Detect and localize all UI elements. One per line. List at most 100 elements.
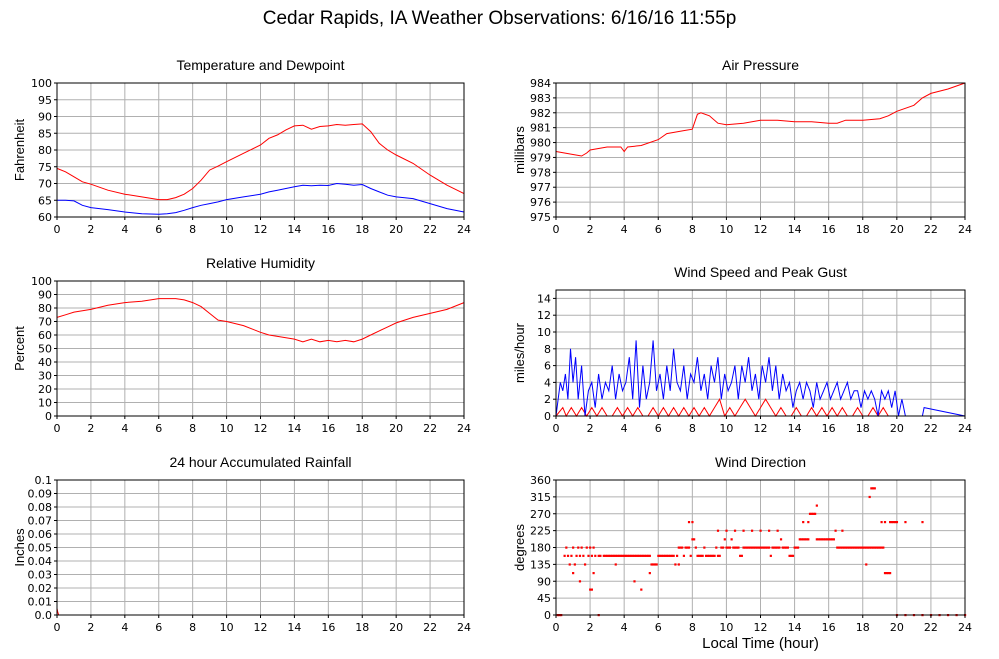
series-0-point — [871, 487, 875, 490]
y-tick-label: 270 — [530, 508, 551, 521]
y-tick-label: 90 — [38, 289, 52, 302]
y-tick-label: 0.04 — [28, 555, 53, 568]
x-tick-label: 8 — [189, 422, 196, 435]
series-0-point — [570, 554, 573, 557]
y-tick-label: 983 — [530, 92, 551, 105]
series-0-point — [822, 538, 825, 541]
y-tick-label: 8 — [544, 343, 551, 356]
y-tick-label: 6 — [544, 360, 551, 373]
x-tick-label: 18 — [355, 223, 369, 236]
series-0-line — [56, 298, 465, 343]
y-tick-label: 225 — [530, 525, 551, 538]
series-0-point — [638, 554, 641, 557]
y-tick-label: 20 — [38, 383, 52, 396]
series-0-point — [750, 529, 754, 532]
x-tick-label: 4 — [121, 422, 128, 435]
series-0-point — [640, 588, 643, 591]
series-0-point — [604, 554, 607, 557]
panel-4-title: 24 hour Accumulated Rainfall — [169, 454, 351, 470]
y-tick-label: 0.1 — [35, 474, 53, 487]
series-0-point — [894, 521, 897, 524]
series-0-point — [592, 572, 595, 575]
y-tick-label: 85 — [38, 127, 52, 140]
series-0-point — [575, 554, 578, 557]
series-0-point — [887, 572, 890, 575]
x-tick-label: 20 — [389, 422, 403, 435]
series-0-point — [647, 554, 650, 557]
series-0-point — [672, 554, 675, 557]
series-0-point — [832, 538, 835, 541]
series-0-point — [653, 563, 657, 566]
y-tick-label: 975 — [530, 211, 551, 224]
x-tick-label: 6 — [155, 223, 162, 236]
series-0-point — [839, 546, 842, 549]
x-tick-label: 10 — [220, 223, 234, 236]
y-tick-label: 135 — [530, 558, 551, 571]
x-tick-label: 18 — [856, 422, 870, 435]
y-tick-label: 0 — [544, 410, 551, 423]
x-tick-label: 2 — [587, 422, 594, 435]
x-tick-label: 12 — [754, 621, 768, 634]
series-0-point — [621, 554, 624, 557]
y-tick-label: 0.07 — [28, 515, 53, 528]
series-0-point — [739, 554, 742, 557]
y-axis-label: miles/hour — [512, 322, 527, 383]
series-0-point — [761, 546, 764, 549]
series-0-point — [853, 546, 856, 549]
series-0-point — [870, 487, 873, 490]
y-tick-label: 0 — [544, 609, 551, 622]
series-0-point — [650, 563, 653, 566]
y-tick-label: 0.02 — [28, 582, 53, 595]
y-tick-label: 65 — [38, 194, 52, 207]
y-tick-label: 12 — [537, 309, 551, 322]
series-0-point — [698, 554, 701, 557]
page-title: Cedar Rapids, IA Weather Observations: 6… — [262, 8, 737, 29]
series-0-line — [56, 123, 465, 201]
y-tick-label: 90 — [537, 575, 551, 588]
series-0-point — [682, 554, 686, 557]
x-tick-label: 0 — [54, 422, 61, 435]
series-0-point — [665, 554, 668, 557]
series-0-point — [878, 546, 881, 549]
x-tick-label: 10 — [220, 621, 234, 634]
series-1-line — [57, 182, 465, 215]
series-0-point — [708, 554, 711, 557]
series-0-point — [808, 512, 812, 515]
series-0-point — [807, 521, 810, 524]
y-tick-label: 10 — [38, 397, 52, 410]
series-0-point — [723, 538, 726, 541]
y-axis-label: millibars — [512, 126, 527, 174]
series-0-point — [785, 546, 788, 549]
series-0-point — [658, 554, 662, 557]
series-0-point — [718, 554, 721, 557]
series-0-point — [733, 546, 737, 549]
x-tick-label: 20 — [389, 621, 403, 634]
series-0-point — [882, 546, 885, 549]
series-0-point — [732, 546, 735, 549]
x-tick-label: 22 — [423, 621, 437, 634]
y-tick-label: 10 — [537, 326, 551, 339]
series-0-point — [587, 554, 590, 557]
series-0-point — [873, 546, 876, 549]
series-0-point — [629, 554, 633, 557]
y-tick-label: 100 — [31, 275, 52, 288]
series-0-point — [877, 546, 880, 549]
y-tick-label: 45 — [537, 592, 551, 605]
series-0-point — [710, 554, 713, 557]
series-0-point — [873, 487, 876, 490]
x-tick-label: 6 — [155, 621, 162, 634]
series-0-point — [744, 546, 747, 549]
series-0-point — [664, 554, 667, 557]
y-tick-label: 100 — [31, 77, 52, 90]
y-tick-label: 360 — [530, 474, 551, 487]
series-0-point — [681, 546, 684, 549]
series-0-point — [583, 563, 587, 566]
x-tick-label: 16 — [321, 621, 335, 634]
y-tick-label: 95 — [38, 94, 52, 107]
series-0-point — [566, 554, 570, 557]
series-0-point — [820, 538, 824, 541]
series-0-point — [774, 546, 778, 549]
series-0-point — [825, 538, 829, 541]
x-tick-label: 24 — [457, 223, 471, 236]
